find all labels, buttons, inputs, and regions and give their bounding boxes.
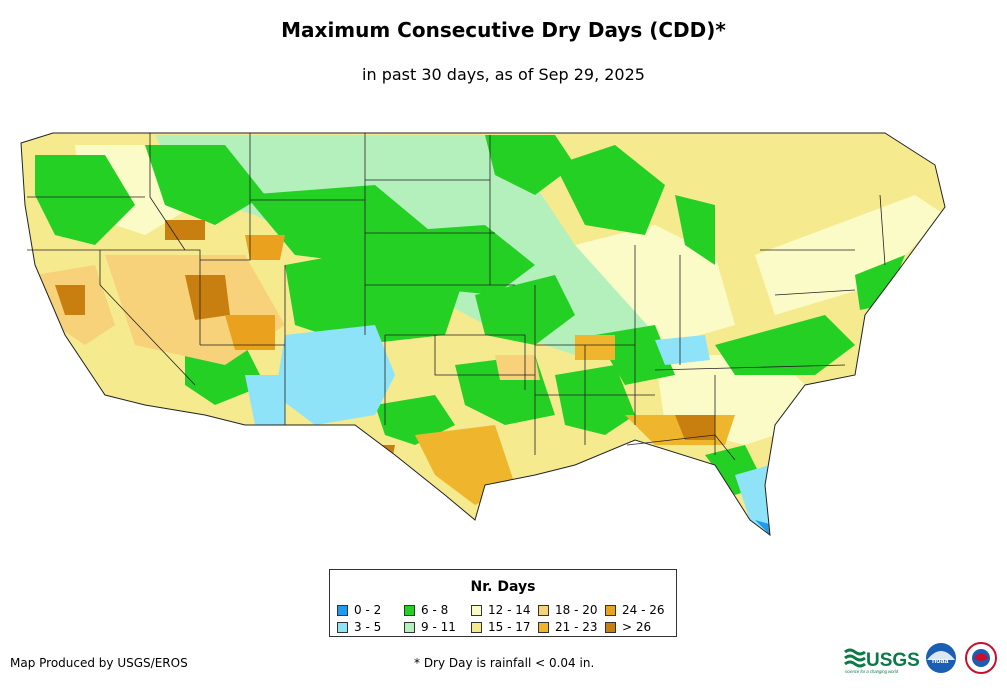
legend-item: 18 - 20 — [538, 603, 598, 617]
legend-item: 3 - 5 — [337, 620, 381, 634]
noaa-text: noaa — [932, 658, 948, 665]
legend-swatch — [471, 605, 482, 616]
usgs-text: USGS — [866, 650, 920, 671]
legend-swatch — [605, 622, 616, 633]
map-title: Maximum Consecutive Dry Days (CDD)* — [281, 18, 726, 42]
nws-logo — [965, 642, 997, 674]
legend-item: 6 - 8 — [404, 603, 448, 617]
usgs-tagline: science for a changing world — [845, 669, 899, 674]
legend-item: > 26 — [605, 620, 651, 634]
legend-swatch — [471, 622, 482, 633]
legend-item: 12 - 14 — [471, 603, 531, 617]
us-outline — [20, 132, 946, 537]
legend-item: 9 - 11 — [404, 620, 456, 634]
legend-swatch — [538, 622, 549, 633]
legend: Nr. Days 0 - 2 3 - 5 6 - 8 9 - 11 12 - 1… — [329, 569, 677, 637]
cdd-shading — [21, 133, 945, 535]
legend-swatch — [538, 605, 549, 616]
legend-item: 21 - 23 — [538, 620, 598, 634]
legend-item: 24 - 26 — [605, 603, 665, 617]
noaa-logo: noaa — [926, 643, 956, 673]
usgs-logo: USGS science for a changing world — [844, 648, 920, 674]
legend-item: 0 - 2 — [337, 603, 381, 617]
legend-swatch — [605, 605, 616, 616]
legend-swatch — [404, 605, 415, 616]
legend-title: Nr. Days — [470, 579, 536, 595]
state-borders — [27, 133, 886, 461]
footnote: * Dry Day is rainfall < 0.04 in. — [414, 656, 595, 670]
legend-swatch — [337, 622, 348, 633]
legend-swatch — [404, 622, 415, 633]
credit-text: Map Produced by USGS/EROS — [10, 656, 188, 670]
legend-item: 15 - 17 — [471, 620, 531, 634]
agency-logos: USGS science for a changing world noaa — [844, 642, 997, 674]
legend-swatch — [337, 605, 348, 616]
map-subtitle: in past 30 days, as of Sep 29, 2025 — [362, 65, 645, 84]
cdd-map — [20, 132, 946, 537]
